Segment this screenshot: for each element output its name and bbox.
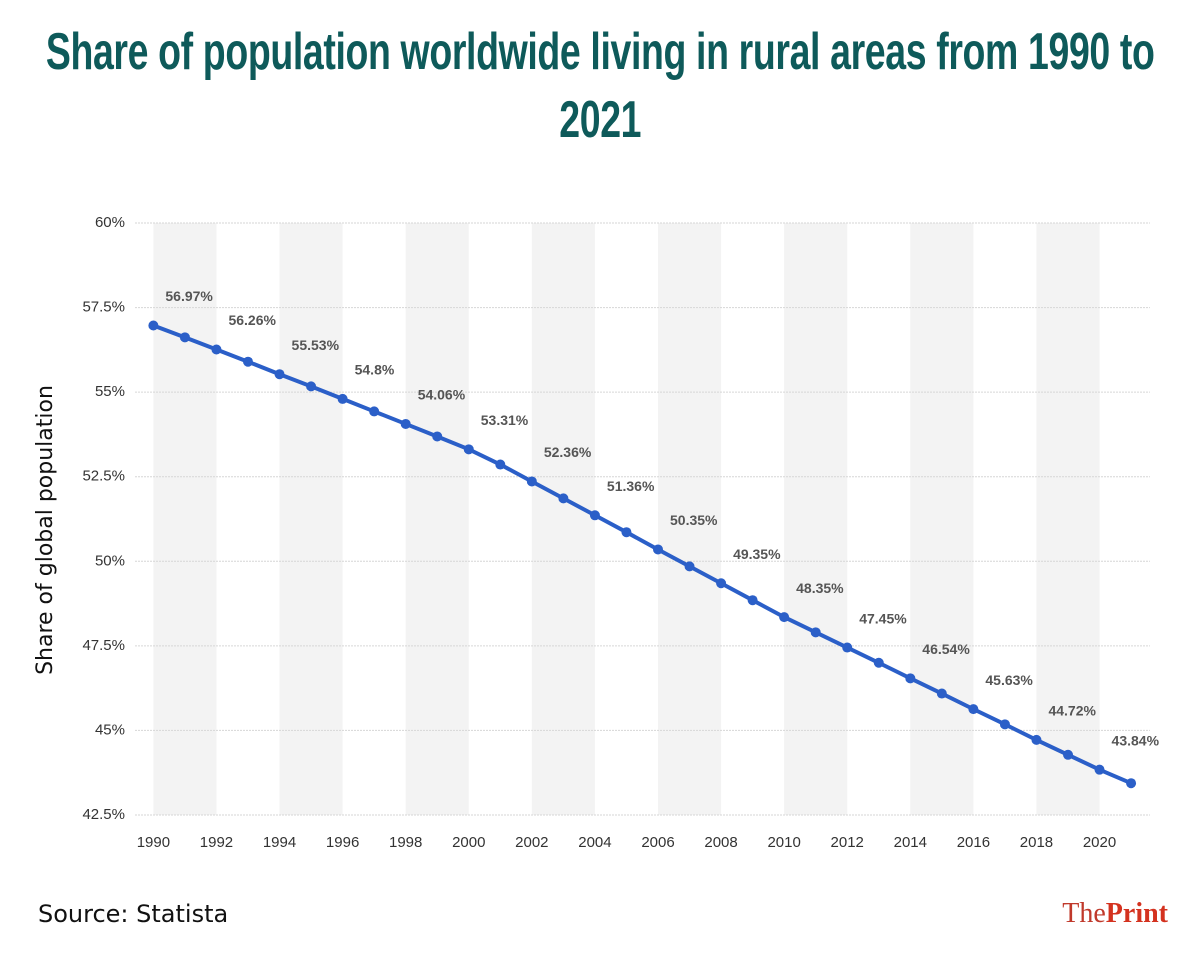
- y-tick-label: 55%: [95, 383, 125, 400]
- point: [779, 612, 790, 623]
- y-tick-label: 45%: [95, 721, 125, 738]
- data-label: 54.8%: [355, 362, 395, 378]
- data-label: 46.54%: [922, 641, 970, 657]
- point: [873, 657, 884, 668]
- y-tick-label: 60%: [95, 214, 125, 231]
- brand-logo: ThePrint: [1062, 898, 1168, 930]
- x-tick-label: 1994: [263, 834, 296, 851]
- point: [653, 544, 663, 555]
- background-band: [279, 223, 343, 815]
- y-tick-label: 47.5%: [82, 637, 125, 654]
- background-band: [153, 223, 217, 815]
- data-label: 52.36%: [544, 444, 592, 460]
- background-band: [405, 223, 469, 815]
- point: [463, 444, 474, 455]
- data-label: 53.31%: [481, 412, 529, 428]
- background-band: [658, 223, 722, 815]
- point: [1031, 734, 1042, 745]
- point: [495, 459, 506, 470]
- line: [152, 323, 1132, 786]
- x-tick-label: 2006: [641, 834, 674, 851]
- point: [999, 719, 1010, 730]
- point: [936, 688, 947, 699]
- y-axis-label: Share of global population: [33, 385, 58, 675]
- chart-title: Share of population worldwide living in …: [45, 23, 1155, 149]
- background-band: [910, 223, 974, 815]
- data-label: 56.97%: [165, 288, 213, 304]
- x-tick-label: 2004: [578, 834, 611, 851]
- point: [148, 320, 159, 331]
- y-tick-label: 42.5%: [82, 806, 125, 823]
- point: [747, 595, 758, 606]
- y-tick-label: 52.5%: [82, 468, 125, 485]
- point: [1126, 778, 1137, 789]
- data-label: 47.45%: [859, 610, 907, 626]
- x-tick-label: 2014: [894, 834, 927, 851]
- point: [243, 356, 253, 367]
- brand-print: Print: [1105, 898, 1168, 929]
- point: [274, 369, 285, 380]
- point: [968, 704, 979, 715]
- x-tick-label: 1990: [137, 834, 170, 851]
- data-label: 43.84%: [1112, 732, 1160, 748]
- point: [432, 431, 443, 442]
- x-tick-label: 2018: [1020, 834, 1053, 851]
- point: [589, 510, 600, 521]
- point: [337, 393, 348, 404]
- point: [306, 381, 317, 392]
- x-tick-label: 2010: [767, 834, 800, 851]
- x-tick-label: 2000: [452, 834, 485, 851]
- brand-the: The: [1062, 898, 1106, 929]
- point: [621, 527, 632, 538]
- point: [400, 418, 411, 429]
- point: [558, 493, 569, 504]
- data-label: 51.36%: [607, 478, 655, 494]
- y-tick-label: 57.5%: [82, 299, 125, 316]
- x-tick-label: 2016: [957, 834, 990, 851]
- point: [369, 406, 380, 417]
- source: Source: Statista: [38, 900, 229, 928]
- data-label: 44.72%: [1048, 703, 1096, 719]
- x-tick-label: 1992: [200, 834, 233, 851]
- point: [1063, 749, 1073, 760]
- data-label: 56.26%: [228, 312, 276, 328]
- x-tick-label: 1998: [389, 834, 422, 851]
- data-label: 50.35%: [670, 512, 718, 528]
- data-label: 49.35%: [733, 546, 781, 562]
- data-label: 48.35%: [796, 580, 844, 596]
- x-tick-label: 2008: [704, 834, 737, 851]
- x-tick-label: 2012: [831, 834, 864, 851]
- background-band: [784, 223, 848, 815]
- background-band: [531, 223, 595, 815]
- x-tick-label: 2002: [515, 834, 548, 851]
- point: [526, 476, 537, 487]
- x-tick-label: 2020: [1083, 834, 1116, 851]
- point: [211, 344, 222, 355]
- point: [905, 673, 916, 684]
- x-tick-label: 1996: [326, 834, 359, 851]
- point: [842, 642, 853, 653]
- y-tick-label: 50%: [95, 552, 125, 569]
- point: [810, 627, 821, 638]
- data-label: 45.63%: [985, 672, 1033, 688]
- point: [179, 332, 190, 343]
- point: [1094, 764, 1105, 775]
- point: [684, 561, 695, 572]
- data-label: 54.06%: [418, 387, 466, 403]
- point: [716, 578, 727, 589]
- background-band: [1036, 223, 1100, 815]
- data-label: 55.53%: [292, 337, 340, 353]
